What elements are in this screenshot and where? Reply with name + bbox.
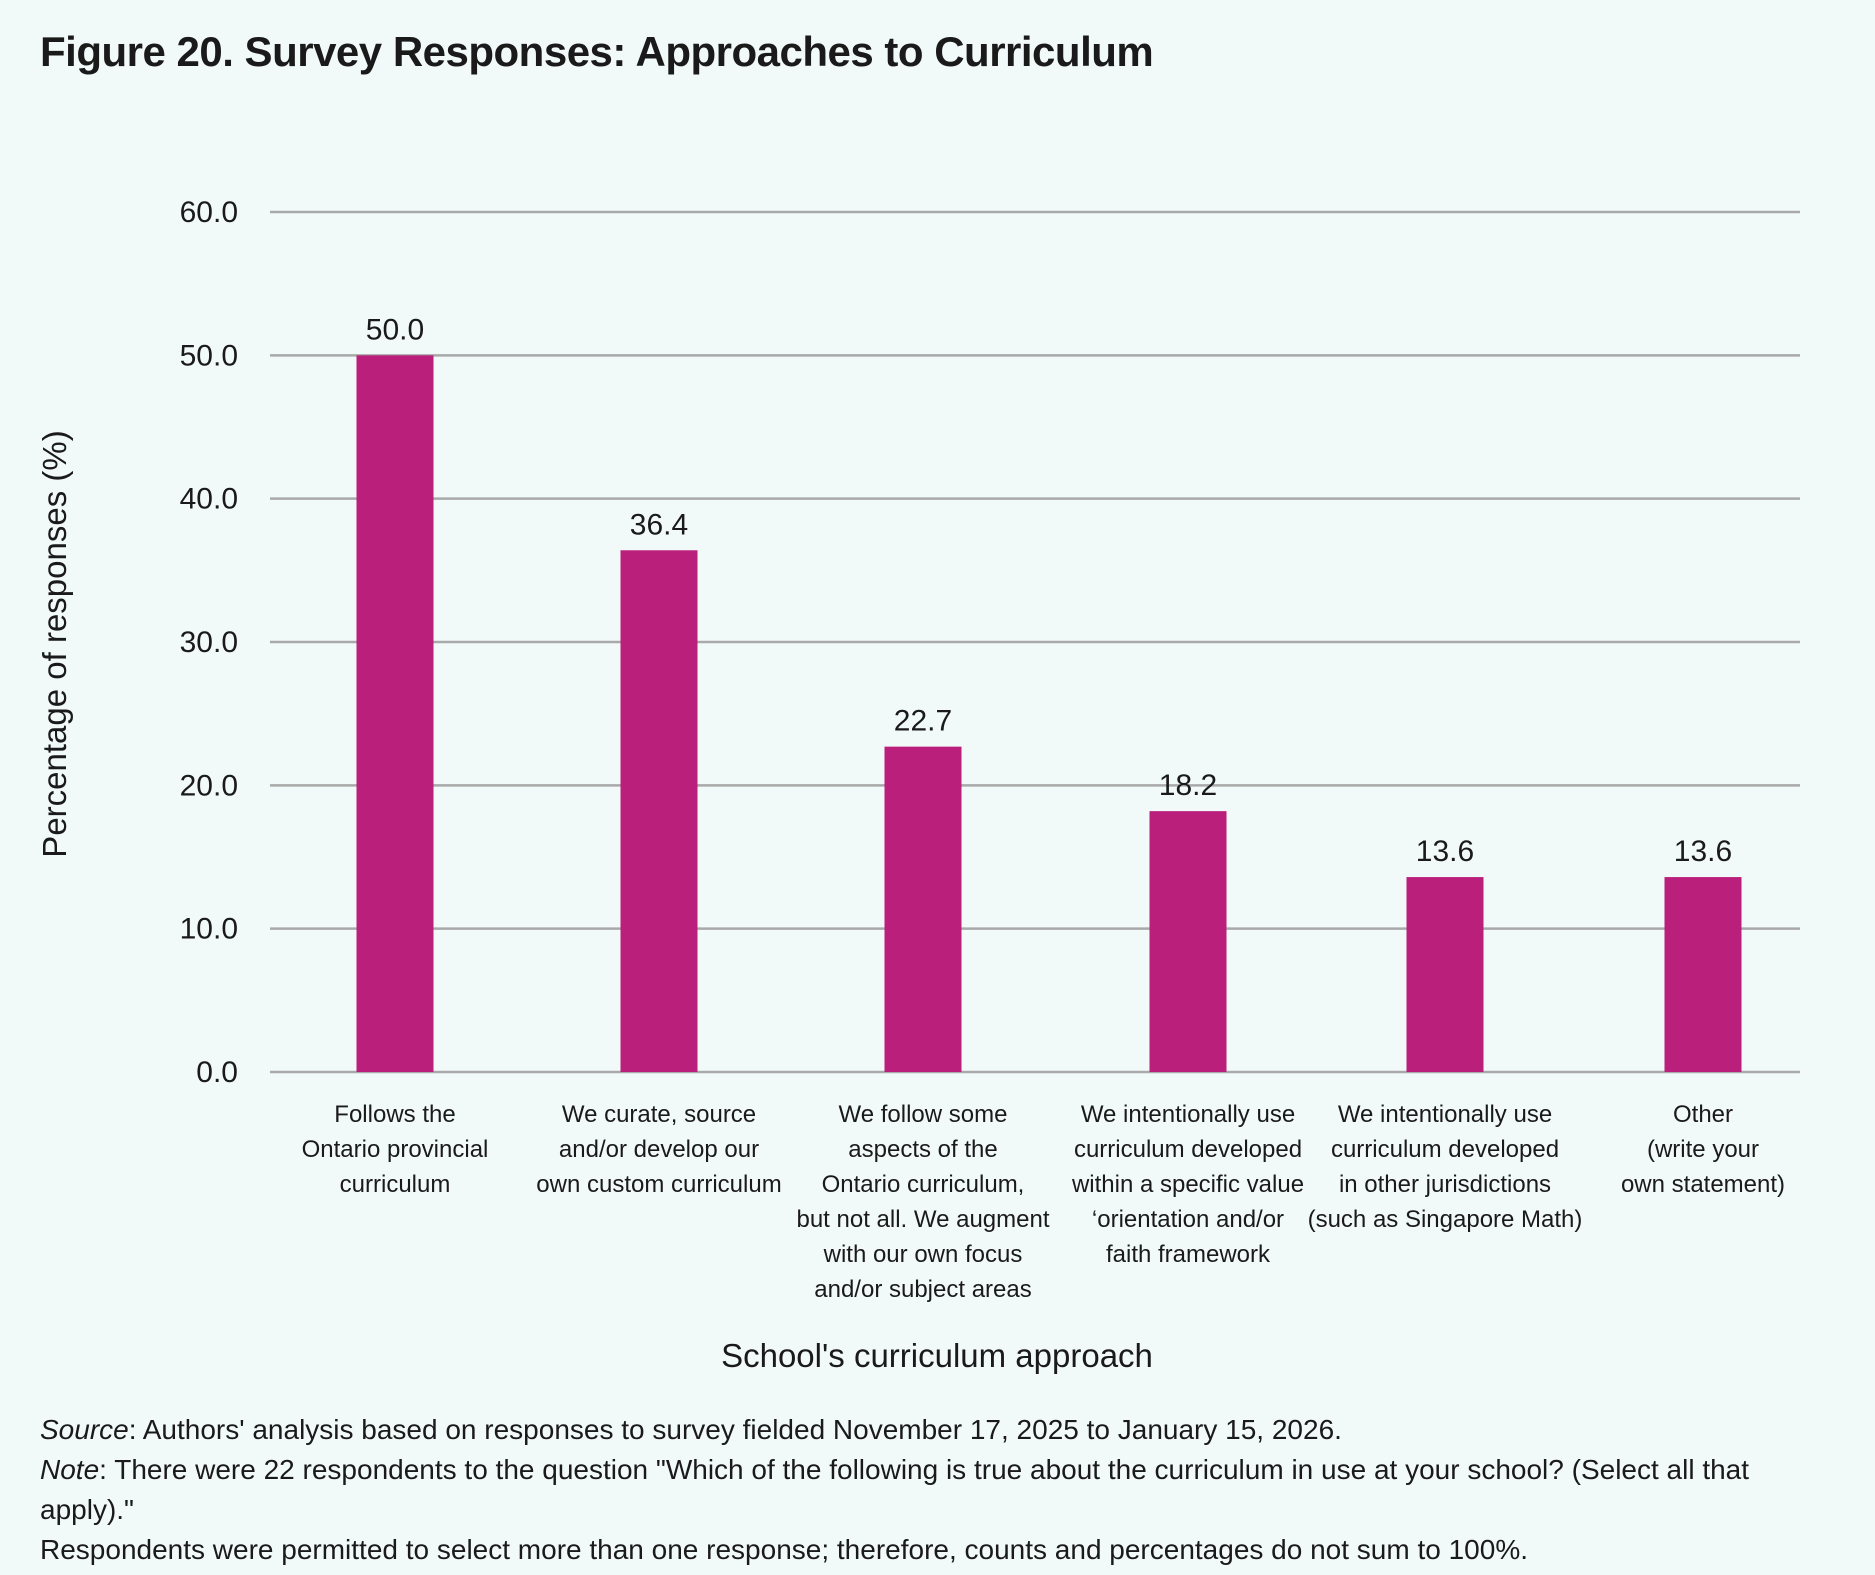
x-tick-label: with our own focus [823, 1241, 1023, 1268]
data-label: 36.4 [630, 508, 688, 541]
y-tick-label: 20.0 [180, 769, 238, 802]
x-tick-label: own custom curriculum [536, 1171, 781, 1198]
data-label: 50.0 [366, 313, 424, 346]
x-tick-label: We follow some [839, 1101, 1008, 1128]
x-tick-label: curriculum [340, 1171, 451, 1198]
x-tick-label: Follows the [334, 1101, 455, 1128]
bar [620, 550, 698, 1072]
y-tick-label: 60.0 [180, 196, 238, 229]
x-tick-label: faith framework [1106, 1241, 1271, 1268]
x-tick-label: Ontario curriculum, [822, 1171, 1025, 1198]
x-tick-label: in other jurisdictions [1339, 1171, 1551, 1198]
y-axis-label: Percentage of responses (%) [36, 430, 73, 857]
y-tick-label: 10.0 [180, 913, 238, 946]
bar [1149, 811, 1227, 1072]
x-tick-label: (write your [1647, 1136, 1759, 1163]
x-tick-label: (such as Singapore Math) [1308, 1206, 1583, 1233]
x-tick-label: ‘orientation and/or [1092, 1206, 1284, 1233]
data-label: 13.6 [1416, 835, 1474, 868]
y-tick-label: 40.0 [180, 483, 238, 516]
x-tick-label: Other [1673, 1101, 1733, 1128]
x-tick-label: own statement) [1621, 1171, 1785, 1198]
data-label: 18.2 [1159, 769, 1217, 802]
x-tick-label: within a specific value [1071, 1171, 1304, 1198]
source-note: Source: Authors' analysis based on respo… [40, 1410, 1840, 1450]
x-tick-label: aspects of the [848, 1136, 997, 1163]
chart-footer: Source: Authors' analysis based on respo… [40, 1410, 1840, 1570]
bar [1406, 877, 1484, 1072]
x-tick-label: Ontario provincial [302, 1136, 489, 1163]
y-tick-label: 30.0 [180, 626, 238, 659]
x-tick-label: curriculum developed [1331, 1136, 1559, 1163]
y-tick-label: 0.0 [196, 1056, 238, 1089]
x-tick-label: and/or develop our [559, 1136, 759, 1163]
data-label: 13.6 [1674, 835, 1732, 868]
source-label: Source [40, 1414, 129, 1445]
note: Note: There were 22 respondents to the q… [40, 1450, 1840, 1530]
x-tick-label: but not all. We augment [796, 1206, 1049, 1233]
x-tick-label: We intentionally use [1338, 1101, 1552, 1128]
x-tick-label: We curate, source [562, 1101, 756, 1128]
x-axis-label: School's curriculum approach [721, 1337, 1153, 1374]
y-tick-label: 50.0 [180, 339, 238, 372]
source-text: : Authors' analysis based on responses t… [128, 1414, 1342, 1445]
chart-title: Figure 20. Survey Responses: Approaches … [40, 28, 1154, 75]
bar [1664, 877, 1742, 1072]
bar-chart: 0.0 10.0 20.0 30.0 40.0 50.0 60.0 Percentage of… [36, 196, 1800, 1374]
note-continued: Respondents were permitted to select mor… [40, 1534, 1529, 1565]
bar [356, 355, 434, 1072]
note-label: Note [40, 1454, 100, 1485]
x-tick-label: We intentionally use [1081, 1101, 1295, 1128]
bar [884, 746, 962, 1072]
note-text: : There were 22 respondents to the quest… [40, 1454, 1750, 1525]
data-label: 22.7 [894, 705, 952, 738]
x-tick-label: curriculum developed [1074, 1136, 1302, 1163]
x-tick-label: and/or subject areas [814, 1276, 1031, 1303]
